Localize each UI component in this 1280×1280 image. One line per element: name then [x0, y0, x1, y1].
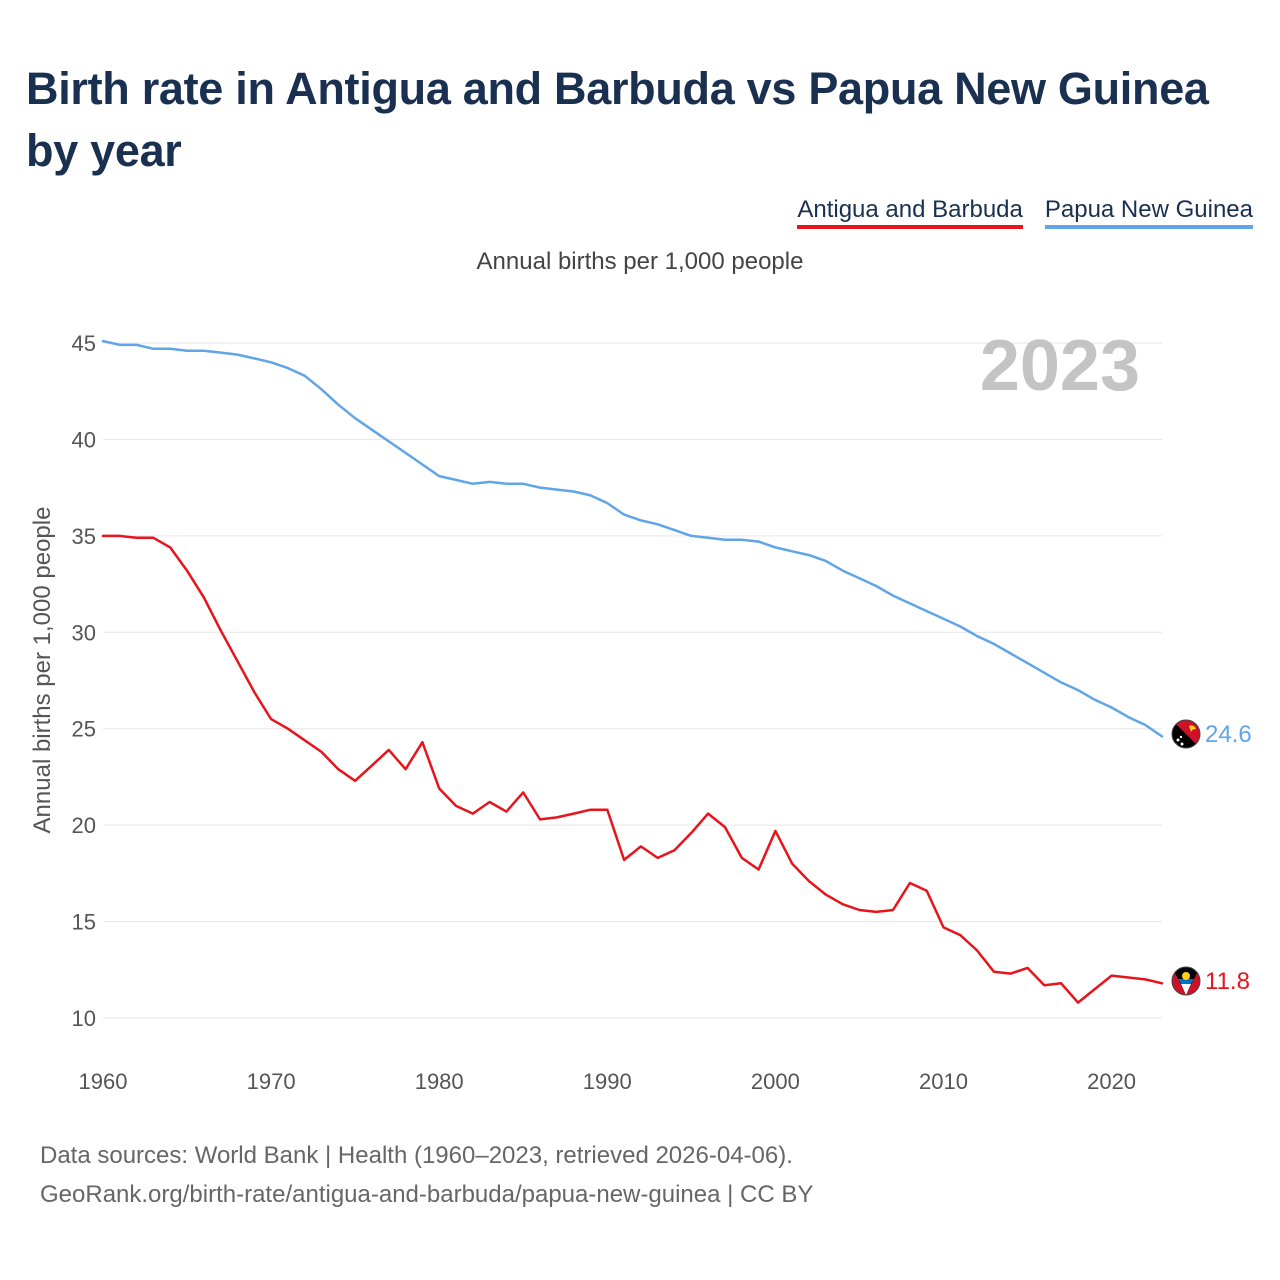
x-tick-label: 2010 [919, 1069, 968, 1094]
chart-title: Birth rate in Antigua and Barbuda vs Pap… [26, 63, 1209, 176]
year-watermark: 2023 [980, 326, 1140, 406]
end-value-antigua-and-barbuda: 11.8 [1205, 968, 1250, 995]
x-tick-label: 2020 [1087, 1069, 1136, 1094]
y-tick-label: 15 [72, 910, 96, 935]
y-tick-label: 20 [72, 813, 96, 838]
y-tick-label: 25 [72, 717, 96, 742]
series-line-papua-new-guinea[interactable] [101, 339, 1164, 738]
series-line-antigua-and-barbuda[interactable] [101, 534, 1164, 1004]
x-tick-label: 1960 [79, 1069, 128, 1094]
legend: Antigua and Barbuda Papua New Guinea [797, 196, 1253, 229]
series-lines [101, 339, 1164, 1004]
end-value-papua-new-guinea: 24.6 [1205, 721, 1252, 748]
y-tick-label: 45 [72, 331, 96, 356]
y-axis-label: Annual births per 1,000 people [29, 507, 56, 834]
antigua-and-barbuda-flag-icon [1171, 966, 1201, 996]
y-tick-label: 40 [72, 427, 96, 452]
x-tick-label: 1970 [247, 1069, 296, 1094]
y-axis-tick-labels: 10 15 20 25 30 35 40 45 [72, 331, 96, 1031]
footer-sources: Data sources: World Bank | Health (1960–… [40, 1142, 793, 1169]
footer: Data sources: World Bank | Health (1960–… [40, 1136, 813, 1214]
x-tick-label: 1980 [415, 1069, 464, 1094]
chart-subtitle: Annual births per 1,000 people [476, 248, 804, 275]
x-tick-label: 2000 [751, 1069, 800, 1094]
y-tick-label: 30 [72, 620, 96, 645]
grid-lines [103, 342, 1162, 1019]
legend-item-papua-new-guinea[interactable]: Papua New Guinea [1044, 196, 1253, 229]
footer-url[interactable]: GeoRank.org/birth-rate/antigua-and-barbu… [40, 1181, 814, 1208]
papua-new-guinea-flag-icon [1171, 719, 1201, 749]
y-tick-label: 10 [72, 1006, 96, 1031]
y-tick-label: 35 [72, 524, 96, 549]
x-axis-tick-labels: 1960 1970 1980 1990 2000 2010 2020 [79, 1069, 1137, 1094]
x-tick-label: 1990 [583, 1069, 632, 1094]
legend-item-antigua-and-barbuda[interactable]: Antigua and Barbuda [797, 196, 1023, 229]
